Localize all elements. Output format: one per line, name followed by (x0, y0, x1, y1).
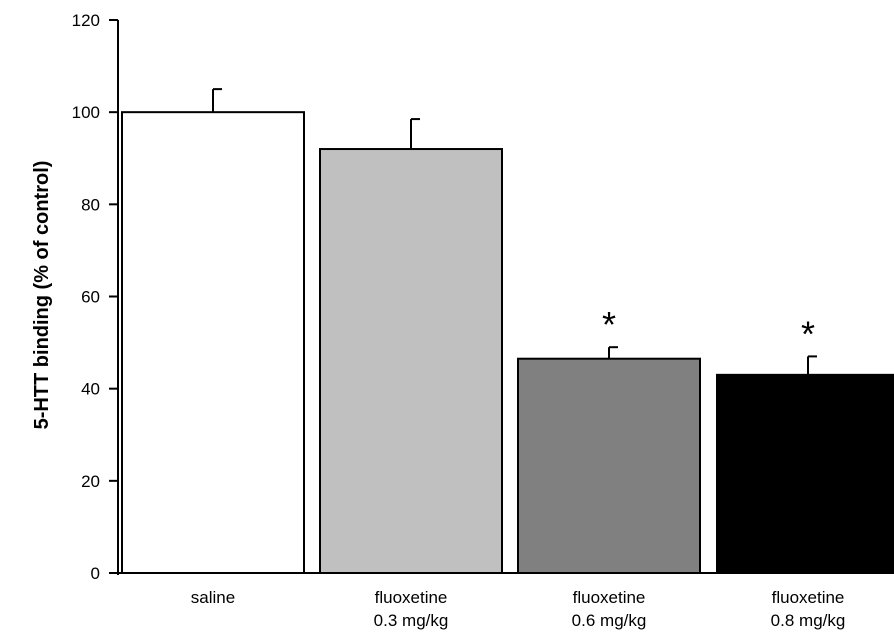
bar (121, 111, 305, 575)
x-tick-labels: saline fluoxetine 0.3 mg/kg fluoxetine 0.6 m… (191, 588, 846, 630)
x-tick-label: saline (191, 588, 235, 607)
bars: * * (121, 88, 894, 575)
y-tick-label: 100 (72, 103, 100, 122)
bar (517, 357, 701, 574)
y-axis-label: 5-HTT binding (% of control) (31, 161, 53, 430)
x-tick-label-line2: 0.3 mg/kg (374, 611, 449, 630)
x-tick-label-line2: 0.6 mg/kg (572, 611, 647, 630)
x-tick-label-line2: 0.8 mg/kg (771, 611, 846, 630)
y-tick-label: 40 (81, 380, 100, 399)
y-tick-label: 20 (81, 472, 100, 491)
x-tick-label: fluoxetine (573, 588, 646, 607)
y-ticks: 0 20 40 60 80 100 120 (72, 11, 118, 583)
y-tick-label: 60 (81, 288, 100, 307)
y-tick-label: 120 (72, 11, 100, 30)
significance-marker: * (602, 304, 616, 345)
bar (716, 373, 894, 575)
x-tick-label: fluoxetine (375, 588, 448, 607)
y-tick-label: 80 (81, 195, 100, 214)
x-tick-label: fluoxetine (772, 588, 845, 607)
significance-marker: * (801, 313, 815, 354)
y-tick-label: 0 (91, 564, 100, 583)
bar (319, 148, 503, 575)
